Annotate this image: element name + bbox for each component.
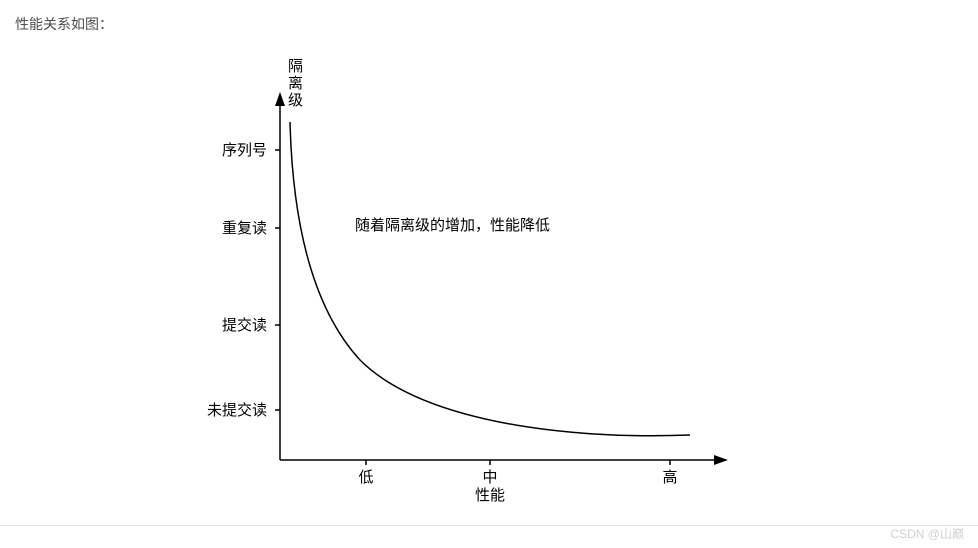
x-tick-label-1: 中 [482,469,497,486]
y-tick-0: 序列号 [222,142,280,159]
y-axis-arrow [275,92,285,106]
x-tick-0: 低 [358,460,373,486]
x-tick-1: 中 [482,460,497,486]
y-tick-label-3: 未提交读 [207,401,267,419]
x-tick-2: 高 [662,460,677,486]
y-axis-title-char-1: 隔 [288,58,303,75]
y-tick-3: 未提交读 [207,401,280,419]
figure-caption: 性能关系如图： [15,14,113,34]
chart-annotation: 随着隔离级的增加，性能降低 [355,217,550,234]
y-tick-label-0: 序列号 [222,142,267,159]
y-tick-label-1: 重复读 [222,219,267,237]
y-tick-label-2: 提交读 [222,316,267,334]
y-tick-2: 提交读 [222,316,280,334]
x-tick-label-0: 低 [358,469,373,486]
performance-curve [290,122,690,436]
x-tick-label-2: 高 [662,469,677,486]
x-axis-arrow [714,455,728,465]
y-axis-title-char-2: 离 [288,75,303,92]
chart-svg: 隔 离 级 序列号 重复读 提交读 未提交读 低 中 [180,60,780,500]
divider-line [0,525,978,526]
y-axis-title-char-3: 级 [288,92,303,109]
y-tick-1: 重复读 [222,219,280,237]
watermark: CSDN @山巅 [890,525,964,542]
isolation-performance-chart: 隔 离 级 序列号 重复读 提交读 未提交读 低 中 [180,60,780,500]
x-axis-title: 性能 [475,487,505,504]
